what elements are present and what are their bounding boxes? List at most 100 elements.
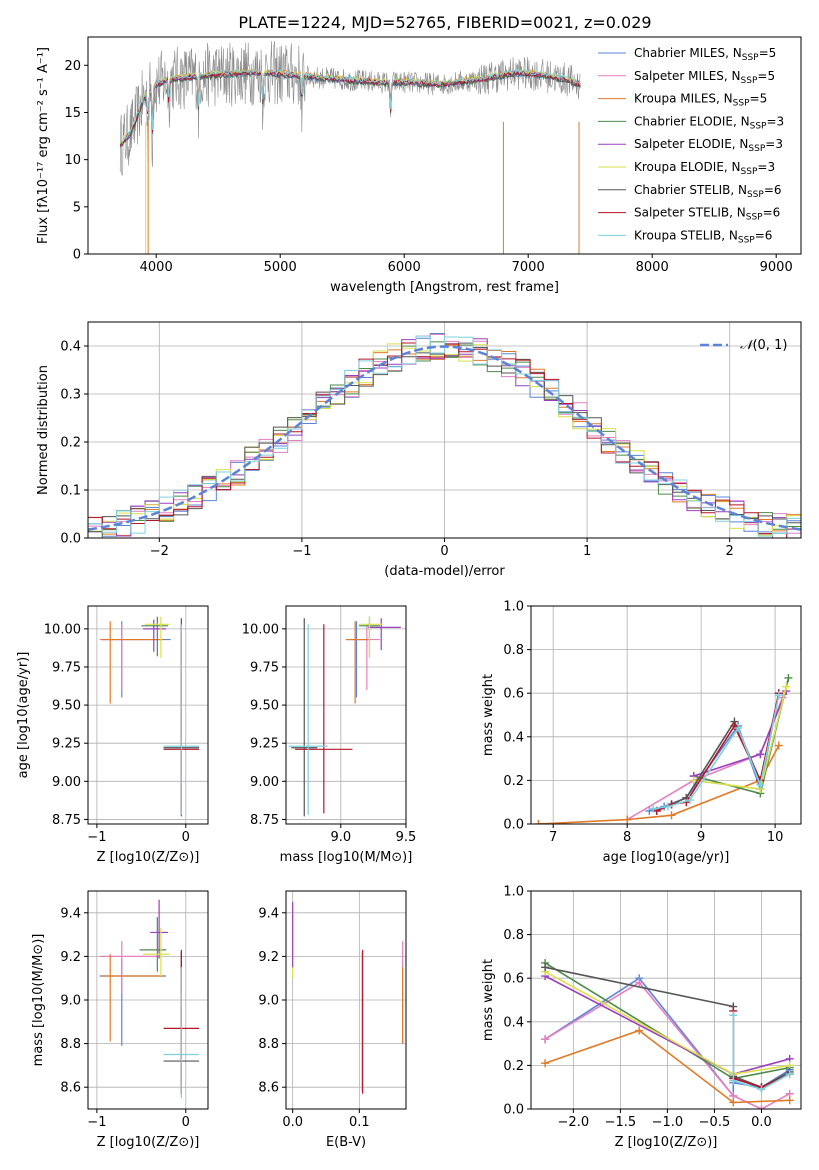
y-tick-label: 15 — [64, 106, 81, 121]
series-2 — [541, 1026, 794, 1107]
plot-area — [534, 673, 793, 824]
x-tick-label: 0.1 — [349, 1115, 370, 1130]
series-point — [541, 963, 550, 972]
errorbar-point — [143, 928, 170, 977]
series-point — [729, 1011, 738, 1020]
x-tick-label: 2 — [726, 544, 734, 559]
plot-area — [288, 616, 401, 817]
y-tick-label: 9.25 — [250, 737, 279, 752]
legend-entry: Chabrier MILES, NSSP=5 — [634, 46, 776, 63]
x-axis-label: (data-model)/error — [384, 564, 505, 579]
y-axis-label: mass [log10(M/M⊙)] — [31, 934, 46, 1067]
series-2 — [534, 741, 783, 824]
x-tick-label: 0 — [440, 544, 448, 559]
errorbar-point — [143, 619, 167, 652]
y-tick-label: 0.0 — [503, 1103, 524, 1118]
y-tick-label: 9.2 — [258, 950, 279, 965]
y-tick-label: 0.2 — [503, 774, 524, 789]
panel-residuals: −2 −1 0 1 2 0.0 0.1 0.2 0.3 0.4 (data-model)/error… — [36, 321, 802, 579]
y-tick-label: 9.0 — [258, 994, 279, 1009]
errorbar-point — [144, 616, 170, 658]
y-tick-label: 9.50 — [250, 699, 279, 714]
errorbar-point — [163, 624, 200, 815]
errorbar-point — [359, 616, 383, 658]
x-tick-label: 0 — [182, 830, 190, 845]
x-tick-label: 9 — [697, 830, 705, 845]
y-tick-label: 0.6 — [503, 972, 524, 987]
errorbar-point — [346, 621, 370, 698]
errorbar-point — [295, 624, 353, 814]
y-tick-label: 0.0 — [503, 818, 524, 833]
y-tick-label: 9.4 — [60, 906, 81, 921]
legend-entry: Kroupa ELODIE, NSSP=3 — [634, 160, 775, 177]
errorbar-point — [368, 618, 401, 651]
axes-frame — [530, 605, 802, 825]
data-spectrum — [119, 40, 581, 177]
panel-mass-vs-Z: −1 0 8.6 8.8 9.0 9.2 9.4 Z [log10(Z/Z⊙)] mass [l… — [31, 890, 209, 1150]
x-tick-label: 0.0 — [282, 1115, 303, 1130]
x-tick-label: −1 — [292, 544, 311, 559]
series-point — [784, 673, 793, 682]
legend-entry: Salpeter MILES, NSSP=5 — [634, 69, 775, 86]
plot-area — [292, 901, 404, 1094]
x-axis-label: age [log10(age/yr)] — [603, 850, 730, 865]
series-point — [782, 682, 791, 691]
x-axis-label: mass [log10(M/M⊙)] — [280, 850, 413, 865]
plot-area — [99, 899, 200, 1099]
x-tick-label: −0.5 — [699, 1115, 731, 1130]
y-axis-label: Normed distribution — [36, 365, 51, 495]
x-tick-label: 9.0 — [330, 830, 351, 845]
errorbar-point — [346, 621, 369, 704]
y-tick-label: 8.6 — [258, 1081, 279, 1096]
y-tick-label: 9.0 — [60, 994, 81, 1009]
series-point — [541, 1059, 550, 1068]
x-tick-label: 0 — [182, 1115, 190, 1130]
x-tick-label: 6000 — [388, 260, 421, 275]
series-4 — [689, 687, 791, 781]
axes-frame — [87, 36, 802, 255]
y-tick-label: 5 — [73, 200, 81, 215]
legend: Chabrier MILES, NSSP=5 Salpeter MILES, NS… — [598, 46, 784, 245]
series-point — [734, 724, 743, 733]
axes-frame — [87, 605, 209, 825]
legend-entry: Salpeter STELIB, NSSP=6 — [634, 206, 780, 223]
y-tick-label: 10.00 — [242, 622, 279, 637]
series-8 — [729, 1011, 794, 1094]
errorbar-point — [353, 624, 380, 690]
y-tick-label: 0.4 — [503, 1015, 524, 1030]
panel-age-vs-mass: 9.0 9.5 8.75 9.00 9.25 9.50 9.75 10.00 mass [log… — [242, 605, 416, 865]
series-point — [534, 820, 543, 824]
series-1 — [623, 693, 787, 824]
x-tick-label: −2.0 — [558, 1115, 590, 1130]
legend-entry: Chabrier STELIB, NSSP=6 — [634, 183, 782, 200]
y-tick-label: 10 — [64, 153, 81, 168]
y-tick-label: 9.00 — [52, 775, 81, 790]
series-point — [757, 1085, 766, 1094]
errorbar-point — [99, 624, 153, 690]
x-tick-label: −1.5 — [605, 1115, 637, 1130]
plot-area — [541, 958, 794, 1109]
series-point — [649, 804, 658, 813]
panel-age-vs-Z: −1 0 8.75 9.00 9.25 9.50 9.75 10.00 Z [log10(Z/Z… — [16, 605, 209, 865]
y-axis-label: age [log10(age/yr)] — [16, 652, 31, 779]
x-axis-label: wavelength [Angstrom, rest frame] — [330, 280, 559, 295]
y-axis-label: Flux [fλ10⁻¹⁷ erg cm⁻² s⁻¹ A⁻¹] — [36, 47, 51, 244]
legend: 𝒩(0, 1) — [700, 338, 787, 353]
series-point — [729, 1076, 738, 1085]
x-axis-label: Z [log10(Z/Z⊙)] — [615, 1135, 718, 1150]
x-axis-label: Z [log10(Z/Z⊙)] — [97, 1135, 200, 1150]
series-point — [785, 1096, 794, 1105]
series-7 — [652, 689, 783, 815]
series-8 — [649, 691, 783, 813]
y-tick-label: 0.0 — [60, 532, 81, 547]
y-tick-label: 8.75 — [52, 813, 81, 828]
y-tick-label: 8.8 — [60, 1037, 81, 1052]
figure-title: PLATE=1224, MJD=52765, FIBERID=0021, z=0… — [238, 13, 651, 32]
series-point — [757, 1105, 766, 1109]
errorbar-point — [99, 941, 158, 994]
errorbar-point — [139, 917, 167, 972]
plot-area — [99, 616, 200, 817]
x-axis-label: Z [log10(Z/Z⊙)] — [97, 850, 200, 865]
series-point — [663, 802, 672, 811]
axes-frame — [87, 321, 802, 539]
